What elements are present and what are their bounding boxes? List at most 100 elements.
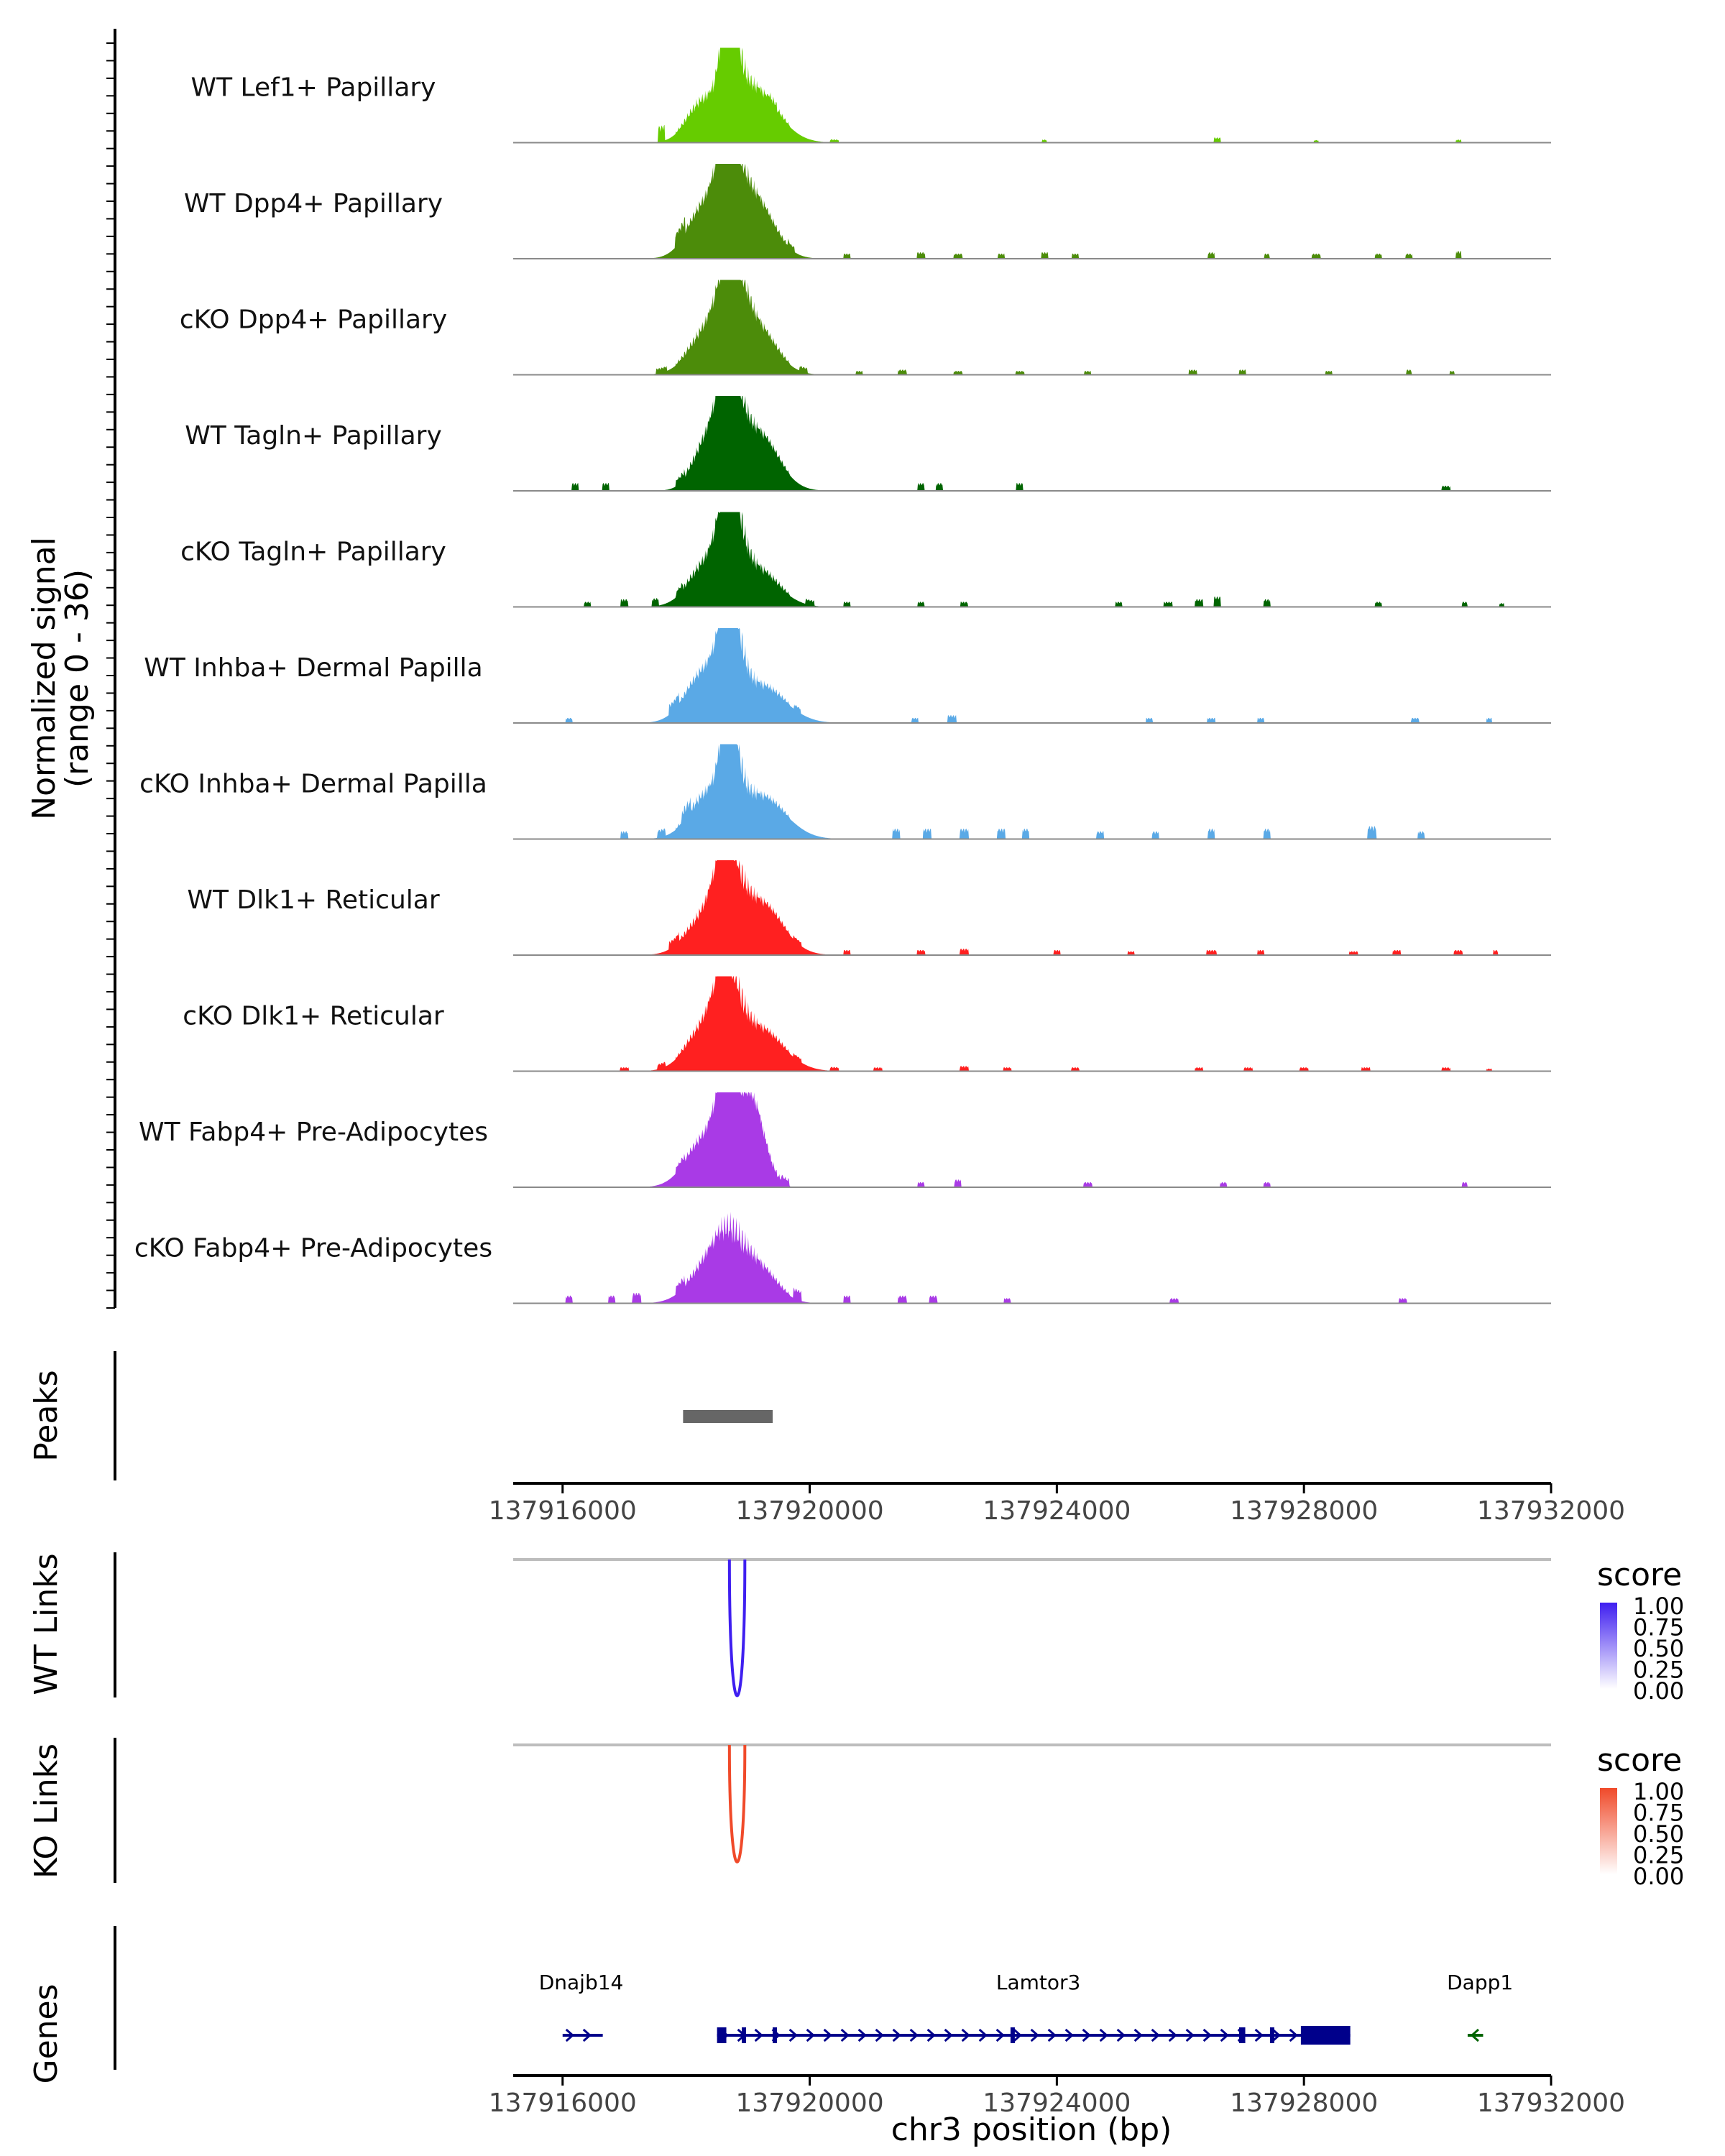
coverage-area — [556, 860, 1508, 955]
track-label: WT Inhba+ Dermal Papilla — [144, 653, 482, 683]
coverage-area — [556, 512, 1508, 607]
coverage-area — [556, 47, 1508, 143]
x-axis-title: chr3 position (bp) — [891, 2111, 1172, 2148]
strand-arrow — [978, 2028, 988, 2042]
legend-colorbar — [1600, 1603, 1617, 1689]
track-5: WT Inhba+ Dermal Papilla — [144, 628, 1551, 724]
track-2: cKO Dpp4+ Papillary — [180, 280, 1551, 376]
wt-links-label: WT Links — [28, 1553, 65, 1695]
legend-tick-label: 1.00 — [1633, 1778, 1684, 1805]
legend-tick-label: 0.75 — [1633, 1614, 1684, 1641]
coverage-area — [556, 1092, 1508, 1187]
peaks-track-label: Peaks — [28, 1370, 65, 1461]
link-arc — [727, 1744, 747, 1864]
x-tick-label: 137924000 — [983, 1496, 1131, 1526]
legend-title: score — [1597, 1742, 1682, 1779]
strand-arrow — [823, 2028, 832, 2042]
strand-arrow — [1254, 2028, 1264, 2042]
coverage-area — [556, 280, 1508, 375]
coverage-area — [556, 628, 1508, 723]
coverage-area — [556, 976, 1508, 1072]
coverage-y-label-line2: (range 0 - 36) — [59, 569, 96, 788]
strand-arrow — [995, 2028, 1005, 2042]
coverage-y-label-line1: Normalized signal — [26, 537, 63, 820]
exon — [773, 2027, 777, 2043]
gene-2: Dapp1 — [1447, 1971, 1513, 2042]
x-tick-label: 137928000 — [1230, 1496, 1378, 1526]
exon — [1010, 2027, 1015, 2043]
strand-arrow — [565, 2028, 575, 2042]
track-label: cKO Tagln+ Papillary — [180, 538, 446, 567]
peak-region — [683, 1410, 773, 1423]
gene-1: Lamtor3 — [717, 1971, 1351, 2045]
strand-arrow — [926, 2028, 936, 2042]
exon — [1269, 2027, 1274, 2043]
track-label: WT Dlk1+ Reticular — [187, 885, 439, 915]
legend-tick-label: 0.00 — [1633, 1863, 1684, 1890]
strand-arrow — [840, 2028, 850, 2042]
gene-name: Lamtor3 — [996, 1971, 1080, 1994]
track-label: WT Lef1+ Papillary — [191, 73, 436, 103]
track-label: WT Tagln+ Papillary — [185, 421, 442, 451]
strand-arrow — [1030, 2028, 1039, 2042]
exon — [717, 2027, 727, 2043]
x-tick-label: 137916000 — [489, 2088, 637, 2118]
link-arc — [727, 1559, 747, 1697]
genes-panel: Dnajb14 Lamtor3 Dapp1 — [114, 1926, 1513, 2070]
track-9: WT Fabp4+ Pre-Adipocytes — [139, 1092, 1551, 1188]
exon — [1238, 2027, 1246, 2043]
ko-links-label: KO Links — [28, 1743, 65, 1879]
strand-arrow — [1289, 2028, 1298, 2042]
track-10: cKO Fabp4+ Pre-Adipocytes — [134, 1212, 1551, 1304]
strand-arrow — [961, 2028, 970, 2042]
track-0: WT Lef1+ Papillary — [191, 47, 1551, 144]
track-label: cKO Dlk1+ Reticular — [183, 1002, 444, 1031]
track-1: WT Dpp4+ Papillary — [184, 164, 1551, 259]
gene-name: Dnajb14 — [539, 1971, 624, 1994]
x-axis-lower: 137916000 137920000 137924000 137928000 1379… — [489, 2074, 1625, 2118]
strand-arrow — [1099, 2028, 1108, 2042]
track-label: cKO Fabp4+ Pre-Adipocytes — [134, 1234, 492, 1263]
track-6: cKO Inhba+ Dermal Papilla — [139, 744, 1551, 840]
coverage-y-axis — [106, 29, 116, 1309]
track-7: WT Dlk1+ Reticular — [187, 860, 1551, 956]
genes-track-label: Genes — [28, 1984, 65, 2083]
coverage-tracks: WT Lef1+ Papillary WT Dpp4+ Papillary cKO … — [134, 47, 1551, 1304]
strand-arrow — [1116, 2028, 1126, 2042]
legend-tick-label: 0.75 — [1633, 1800, 1684, 1827]
legend-tick-label: 1.00 — [1633, 1593, 1684, 1620]
strand-arrow — [1220, 2028, 1229, 2042]
coverage-area — [556, 164, 1508, 259]
strand-arrow — [944, 2028, 953, 2042]
track-4: cKO Tagln+ Papillary — [180, 512, 1551, 608]
legend-title: score — [1597, 1557, 1682, 1593]
gene-0: Dnajb14 — [539, 1971, 624, 2042]
legend-tick-label: 0.25 — [1633, 1657, 1684, 1684]
coverage-area — [556, 744, 1508, 839]
strand-arrow — [1271, 2028, 1281, 2042]
strand-arrow — [1151, 2028, 1160, 2042]
strand-arrow — [1047, 2028, 1057, 2042]
strand-arrow — [1064, 2028, 1074, 2042]
track-label: cKO Dpp4+ Papillary — [180, 305, 447, 335]
coverage-area — [556, 1212, 1508, 1304]
strand-arrow — [1133, 2028, 1143, 2042]
legend-tick-label: 0.25 — [1633, 1842, 1684, 1869]
strand-arrow — [1168, 2028, 1177, 2042]
strand-arrow — [806, 2028, 815, 2042]
strand-arrow — [909, 2028, 919, 2042]
strand-arrow — [1013, 2028, 1022, 2042]
x-axis-upper: 137916000 137920000 137924000 137928000 1379… — [489, 1482, 1625, 1526]
x-tick-label: 137920000 — [736, 1496, 884, 1526]
legend-colorbar — [1600, 1788, 1617, 1874]
strand-arrow — [788, 2028, 798, 2042]
strand-arrow — [1202, 2028, 1212, 2042]
strand-arrow — [1470, 2028, 1479, 2042]
coverage-area — [556, 396, 1508, 491]
track-label: WT Fabp4+ Pre-Adipocytes — [139, 1118, 488, 1147]
x-tick-label: 137916000 — [489, 1496, 637, 1526]
strand-arrow — [582, 2028, 592, 2042]
x-tick-label: 137932000 — [1477, 2088, 1625, 2118]
track-label: WT Dpp4+ Papillary — [184, 189, 443, 218]
x-tick-label: 137928000 — [1230, 2088, 1378, 2118]
